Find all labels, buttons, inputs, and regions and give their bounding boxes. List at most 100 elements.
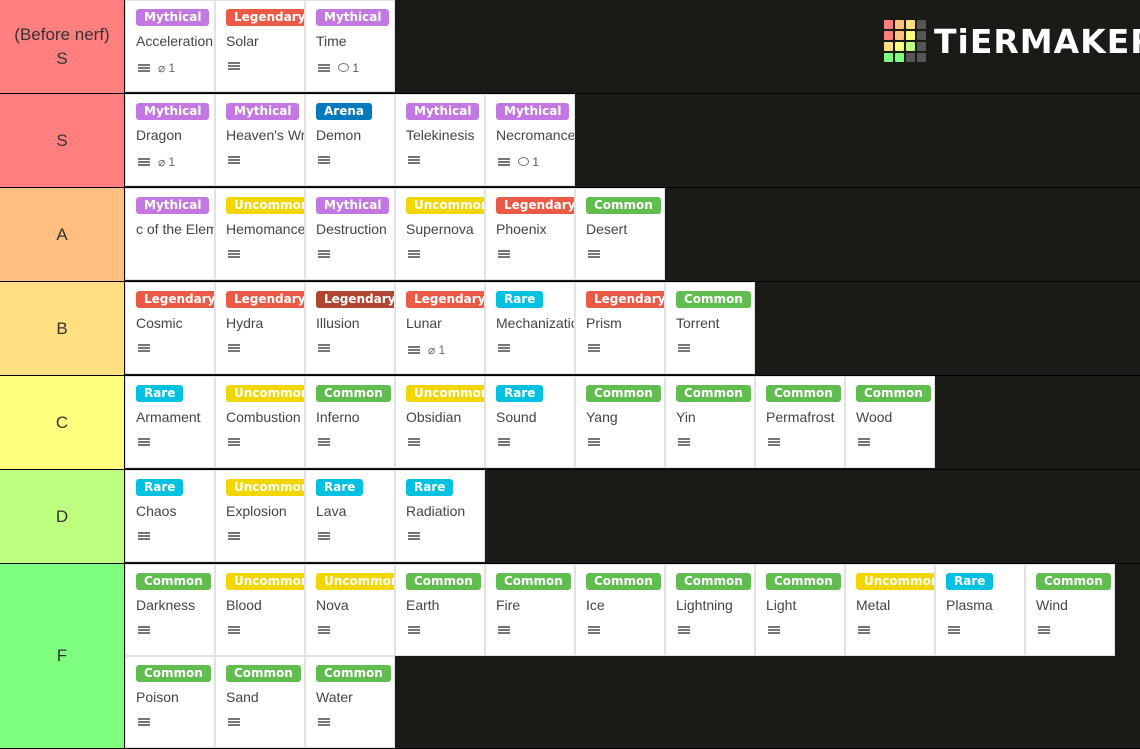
tier-card[interactable]: Uncommon Supernova — [395, 188, 485, 280]
description-icon — [138, 717, 150, 727]
description-icon — [318, 717, 330, 727]
tier-card[interactable]: Common Yin — [665, 376, 755, 468]
tier-label[interactable]: (Before nerf) S — [0, 0, 125, 93]
tier-card[interactable]: Mythical Dragon ⌀ 1 — [125, 94, 215, 186]
tier-card[interactable]: Uncommon Blood — [215, 564, 305, 656]
tier-card[interactable]: Arena Demon — [305, 94, 395, 186]
description-icon — [228, 717, 240, 727]
card-meta — [678, 625, 690, 635]
tier-card[interactable]: Mythical Necromancer 1 — [485, 94, 575, 186]
tier-card[interactable]: Mythical Time 1 — [305, 0, 395, 92]
card-meta — [318, 717, 330, 727]
tier-card[interactable]: Common Water — [305, 656, 395, 748]
description-icon — [228, 625, 240, 635]
tier-card[interactable]: Common Wind — [1025, 564, 1115, 656]
tier-card[interactable]: Mythical c of the Eleme — [125, 188, 215, 280]
tier-card[interactable]: Rare Armament — [125, 376, 215, 468]
tier-card[interactable]: Legendary Solar — [215, 0, 305, 92]
tier-card[interactable]: Common Sand — [215, 656, 305, 748]
tier-card[interactable]: Legendary Lunar ⌀ 1 — [395, 282, 485, 374]
card-name: Sound — [496, 409, 537, 425]
tier-card[interactable]: Uncommon Hemomance — [215, 188, 305, 280]
tier-row: C Rare Armament Uncommon Combustion Common Inf… — [0, 376, 1140, 470]
tier-card[interactable]: Rare Mechanizatio — [485, 282, 575, 374]
card-meta — [138, 343, 150, 353]
tier-card[interactable]: Uncommon Obsidian — [395, 376, 485, 468]
tier-card[interactable]: Common Light — [755, 564, 845, 656]
rarity-badge: Uncommon — [226, 479, 304, 496]
tier-card[interactable]: Rare Radiation — [395, 470, 485, 562]
tier-card[interactable]: Common Fire — [485, 564, 575, 656]
card-meta — [498, 249, 510, 259]
rarity-badge: Common — [496, 573, 571, 590]
comment-icon — [338, 63, 349, 72]
tier-card[interactable]: Mythical Heaven's Wrat — [215, 94, 305, 186]
tier-card[interactable]: Rare Chaos — [125, 470, 215, 562]
rarity-badge: Arena — [316, 103, 372, 120]
tier-card[interactable]: Common Earth — [395, 564, 485, 656]
card-meta — [318, 531, 330, 541]
description-icon — [228, 155, 240, 165]
tier-card[interactable]: Common Torrent — [665, 282, 755, 374]
tier-card[interactable]: Common Desert — [575, 188, 665, 280]
rarity-badge: Common — [226, 665, 301, 682]
card-name: Combustion — [226, 409, 301, 425]
tier-card[interactable]: Legendary Phoenix — [485, 188, 575, 280]
card-name: Ice — [586, 597, 605, 613]
tier-card[interactable]: Mythical Telekinesis — [395, 94, 485, 186]
card-name: Chaos — [136, 503, 177, 519]
card-meta — [408, 249, 420, 259]
card-meta — [768, 437, 780, 447]
tier-card[interactable]: Uncommon Metal — [845, 564, 935, 656]
tier-card[interactable]: Uncommon Nova — [305, 564, 395, 656]
rarity-badge: Rare — [496, 291, 544, 308]
card-name: Dragon — [136, 127, 182, 143]
tier-items: Rare Chaos Uncommon Explosion Rare Lava Rare Ra… — [125, 470, 1135, 562]
tier-label[interactable]: B — [0, 282, 125, 375]
tier-card[interactable]: Common Ice — [575, 564, 665, 656]
tier-row: D Rare Chaos Uncommon Explosion Rare Lava Rare R… — [0, 470, 1140, 564]
tier-card[interactable]: Legendary Illusion — [305, 282, 395, 374]
tier-label[interactable]: D — [0, 470, 125, 563]
tier-card[interactable]: Rare Sound — [485, 376, 575, 468]
rarity-badge: Rare — [136, 385, 184, 402]
tier-card[interactable]: Uncommon Combustion — [215, 376, 305, 468]
card-name: Plasma — [946, 597, 993, 613]
description-icon — [228, 61, 240, 71]
tier-card[interactable]: Mythical Acceleration ⌀ 1 — [125, 0, 215, 92]
tier-card[interactable]: Common Poison — [125, 656, 215, 748]
tier-card[interactable]: Mythical Destruction — [305, 188, 395, 280]
card-name: Earth — [406, 597, 440, 613]
comment-count: 1 — [518, 155, 539, 169]
card-name: Solar — [226, 33, 259, 49]
rarity-badge: Common — [586, 573, 661, 590]
description-icon — [318, 531, 330, 541]
card-name: Phoenix — [496, 221, 547, 237]
tier-items: Rare Armament Uncommon Combustion Common Infe… — [125, 376, 1135, 468]
tier-card[interactable]: Rare Plasma — [935, 564, 1025, 656]
card-meta — [678, 343, 690, 353]
tier-card[interactable]: Common Lightning — [665, 564, 755, 656]
tier-card[interactable]: Common Yang — [575, 376, 665, 468]
tier-label[interactable]: A — [0, 188, 125, 281]
tier-card[interactable]: Rare Lava — [305, 470, 395, 562]
tier-card[interactable]: Common Inferno — [305, 376, 395, 468]
card-name: Explosion — [226, 503, 287, 519]
tier-label[interactable]: C — [0, 376, 125, 469]
tier-card[interactable]: Uncommon Explosion — [215, 470, 305, 562]
rarity-badge: Uncommon — [226, 573, 304, 590]
tier-card[interactable]: Common Darkness — [125, 564, 215, 656]
rarity-badge: Common — [136, 665, 211, 682]
tier-card[interactable]: Legendary Cosmic — [125, 282, 215, 374]
tier-card[interactable]: Legendary Hydra — [215, 282, 305, 374]
tier-label[interactable]: F — [0, 564, 125, 748]
description-icon — [318, 625, 330, 635]
tier-card[interactable]: Common Permafrost — [755, 376, 845, 468]
tier-card[interactable]: Common Wood — [845, 376, 935, 468]
tier-label[interactable]: S — [0, 94, 125, 187]
card-name: Mechanizatio — [496, 315, 575, 331]
card-meta — [138, 717, 150, 727]
description-icon — [318, 249, 330, 259]
tier-card[interactable]: Legendary Prism — [575, 282, 665, 374]
